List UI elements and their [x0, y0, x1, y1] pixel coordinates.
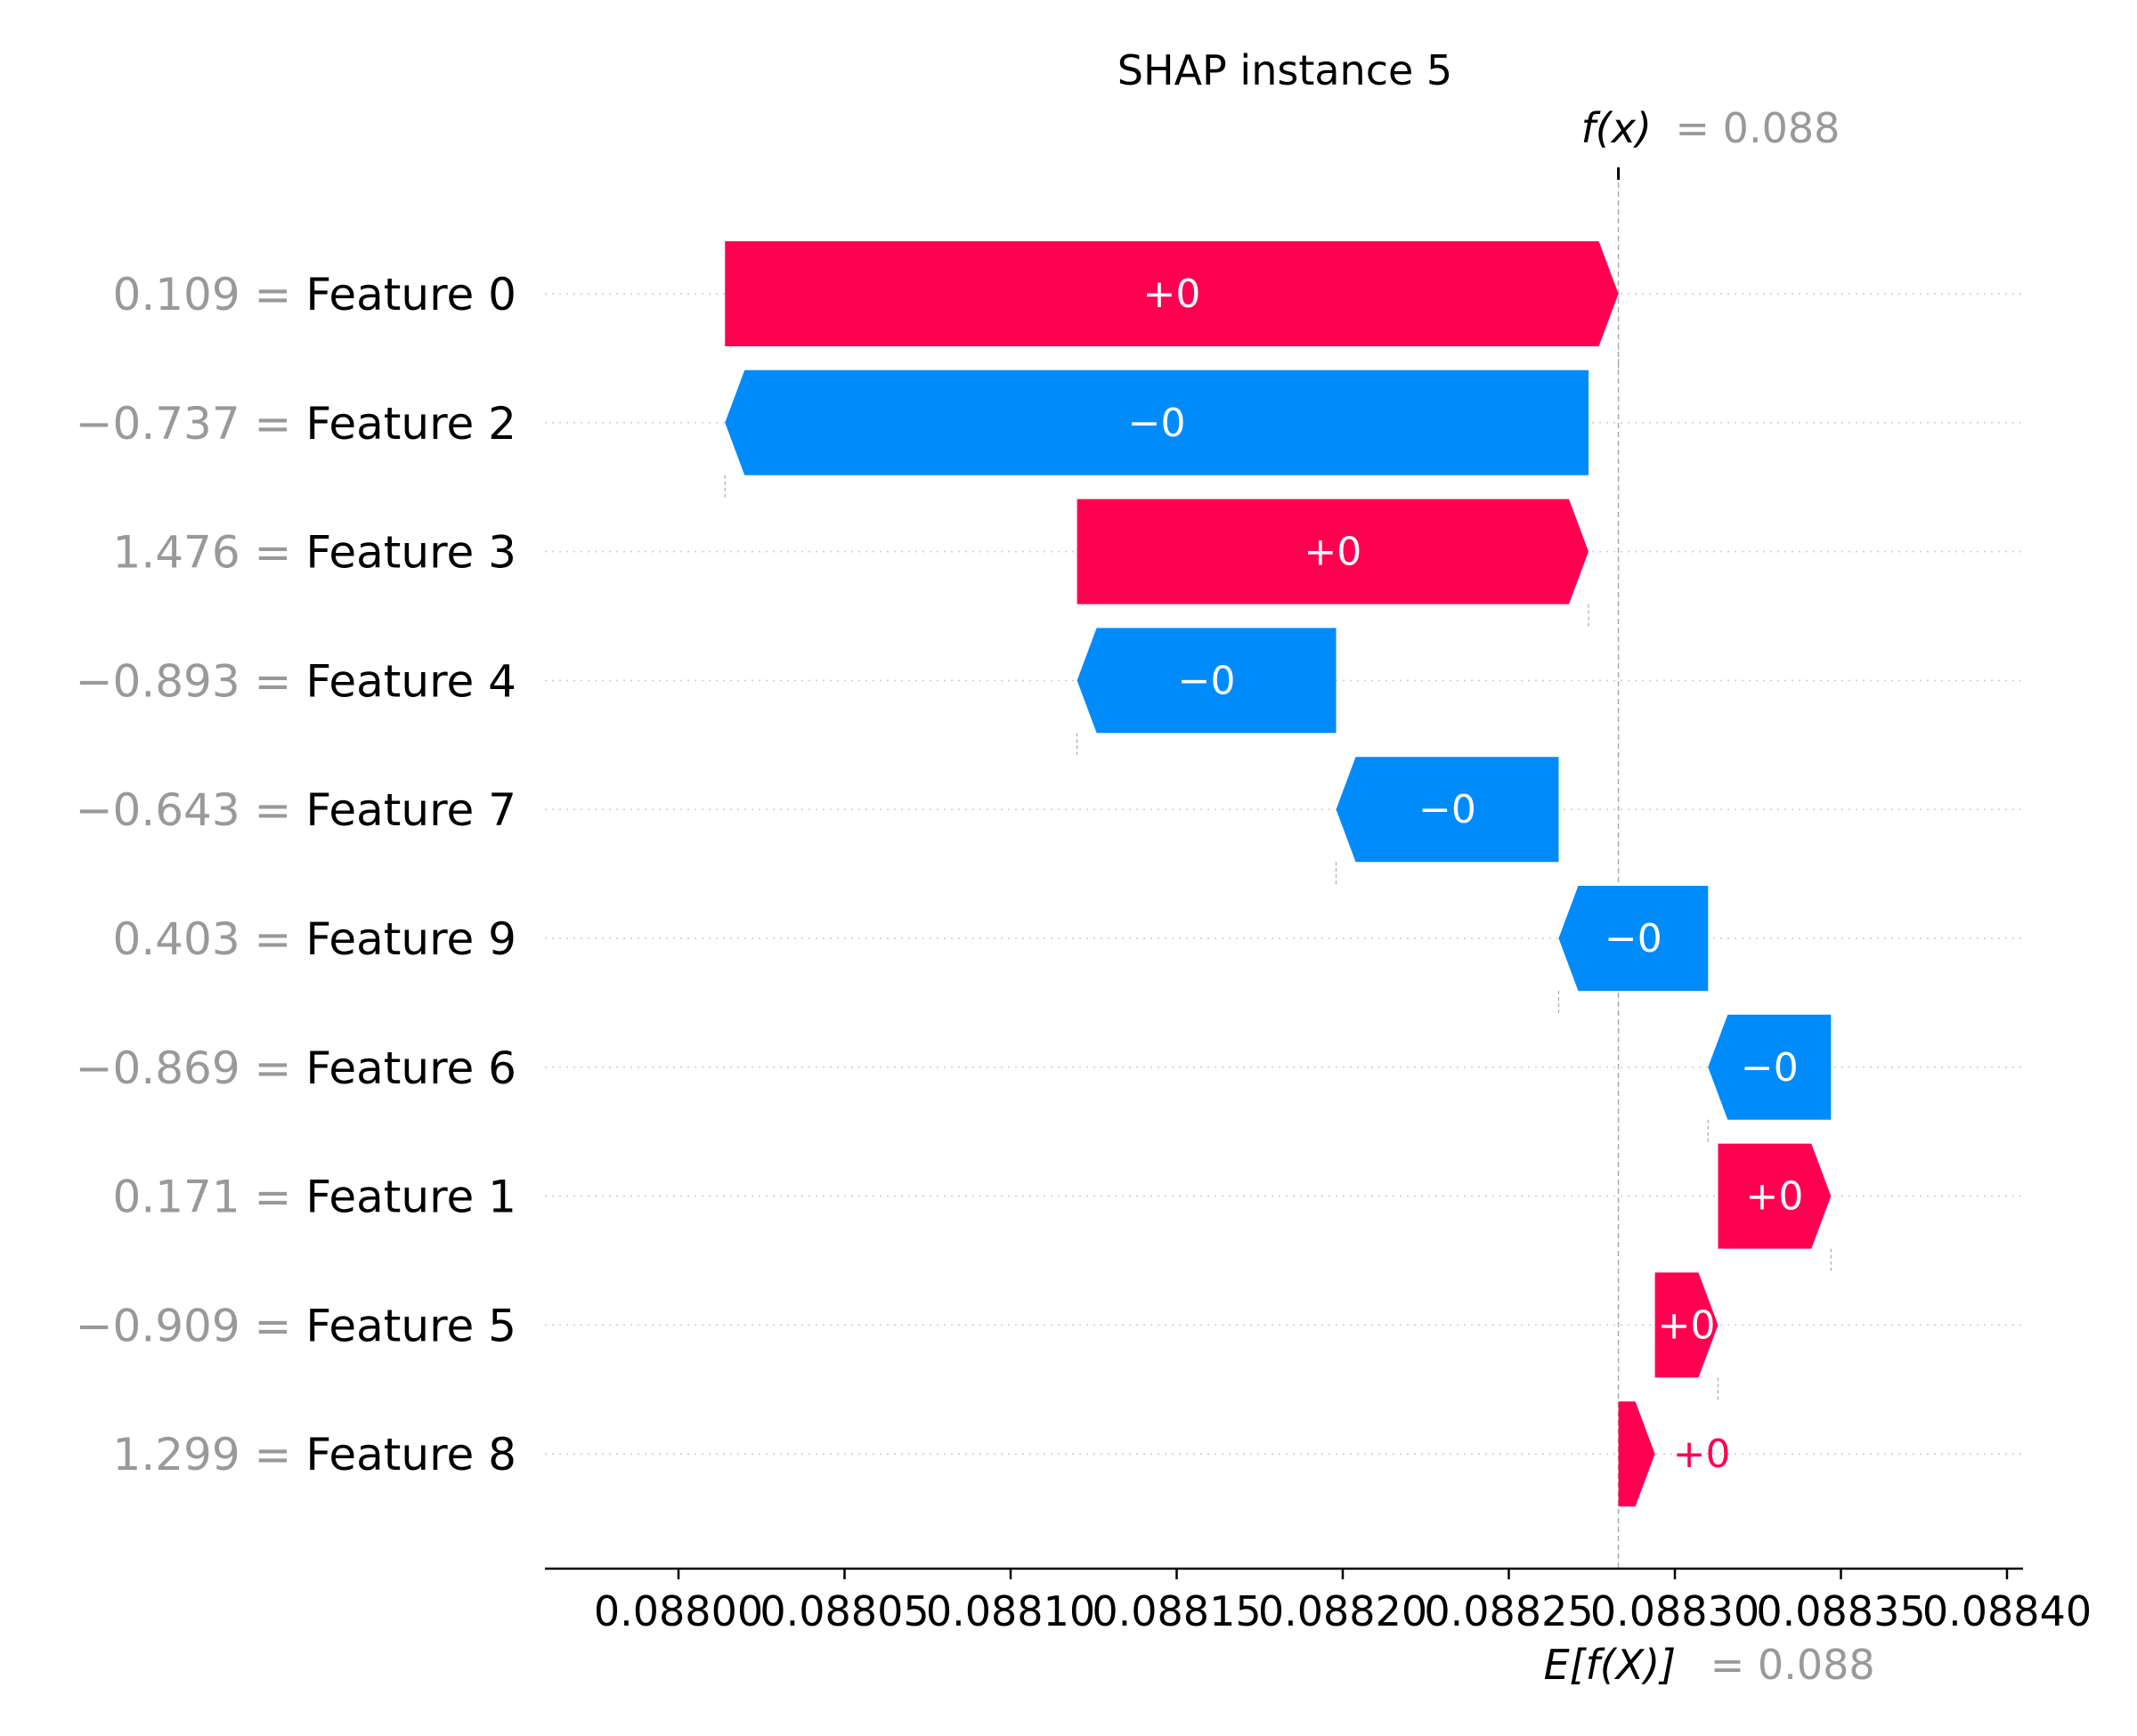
feature-label: −0.643 = Feature 7 — [76, 784, 516, 836]
feature-label: −0.909 = Feature 5 — [76, 1300, 516, 1351]
x-tick-label: 0.08825 — [1424, 1587, 1593, 1635]
feature-label: 1.299 = Feature 8 — [113, 1429, 516, 1480]
feature-label: 1.476 = Feature 3 — [113, 527, 516, 579]
bar-feature-5 — [1654, 1272, 1719, 1378]
connector-lines — [724, 346, 1832, 1402]
bar-feature-4 — [1077, 628, 1337, 734]
feature-name: Feature 8 — [305, 1429, 516, 1480]
feature-name: Feature 6 — [305, 1042, 516, 1094]
bar-feature-3 — [1077, 499, 1589, 604]
x-tick-label: 0.08840 — [1922, 1587, 2092, 1635]
feature-label: −0.737 = Feature 2 — [76, 398, 516, 450]
feature-value: −0.893 = — [76, 655, 306, 707]
x-tick-label: 0.08815 — [1092, 1587, 1261, 1635]
feature-value: 0.403 = — [113, 913, 306, 965]
feature-value: 0.109 = — [113, 269, 306, 320]
bar-value-label: +0 — [1142, 272, 1200, 317]
x-axis: 0.088000.088050.088100.088150.088200.088… — [545, 1567, 2092, 1635]
feature-name: Feature 3 — [305, 527, 516, 579]
bar-value-label: −0 — [1741, 1045, 1799, 1091]
feature-name: Feature 4 — [305, 655, 516, 707]
feature-name: Feature 1 — [305, 1172, 516, 1223]
feature-value: −0.737 = — [76, 398, 306, 450]
feature-value: −0.909 = — [76, 1300, 306, 1351]
feature-label: 0.403 = Feature 9 — [113, 913, 516, 965]
x-tick-label: 0.08835 — [1756, 1587, 1925, 1635]
x-tick-label: 0.08800 — [594, 1587, 763, 1635]
bar-feature-6 — [1708, 1014, 1832, 1120]
bar-value-label: −0 — [1418, 787, 1476, 832]
bar-feature-2 — [725, 369, 1589, 475]
feature-label: 0.171 = Feature 1 — [113, 1172, 516, 1223]
feature-label: −0.869 = Feature 6 — [76, 1042, 516, 1094]
base-value-label: E[f(X)] = 0.088 — [1544, 1641, 1875, 1689]
bar-value-label: +0 — [1673, 1432, 1731, 1477]
feature-value: −0.643 = — [76, 784, 306, 836]
feature-value: −0.869 = — [76, 1042, 306, 1094]
bar-value-label: −0 — [1178, 658, 1236, 703]
feature-label: 0.109 = Feature 0 — [113, 269, 516, 320]
fx-value: = 0.088 — [1676, 104, 1840, 152]
feature-name: Feature 2 — [305, 398, 516, 450]
bar-value-label: −0 — [1605, 916, 1662, 961]
feature-name: Feature 0 — [305, 269, 516, 320]
bar-feature-7 — [1336, 757, 1559, 863]
efx-value: = 0.088 — [1710, 1641, 1875, 1689]
x-tick-label: 0.08820 — [1258, 1587, 1427, 1635]
feature-name: Feature 5 — [305, 1300, 516, 1351]
bar-value-label: +0 — [1304, 530, 1361, 575]
feature-value: 0.171 = — [113, 1172, 306, 1223]
bar-value-label: −0 — [1128, 401, 1186, 446]
x-tick-label: 0.08805 — [760, 1587, 929, 1635]
bar-value-label: +0 — [1658, 1302, 1716, 1348]
efx-label: E[f(X)] — [1544, 1641, 1677, 1689]
bar-feature-1 — [1718, 1143, 1832, 1249]
feature-label: −0.893 = Feature 4 — [76, 655, 516, 707]
feature-labels: 0.109 = Feature 0 −0.737 = Feature 2 1.476… — [76, 269, 516, 1480]
x-tick-label: 0.08830 — [1590, 1587, 1759, 1635]
feature-value: 1.299 = — [113, 1429, 306, 1480]
fx-label: f(x) — [1581, 104, 1652, 152]
bar-value-label: +0 — [1745, 1174, 1803, 1220]
output-value-label: f(x) = 0.088 — [1581, 104, 1840, 152]
x-tick-label: 0.08810 — [926, 1587, 1095, 1635]
feature-value: 1.476 = — [113, 527, 306, 579]
chart-title: SHAP instance 5 — [1117, 46, 1452, 94]
feature-name: Feature 9 — [305, 913, 516, 965]
feature-name: Feature 7 — [305, 784, 516, 836]
bar-feature-8 — [1618, 1401, 1655, 1507]
bar-feature-0 — [725, 241, 1619, 346]
bar-feature-9 — [1558, 886, 1709, 991]
bars: +0 −0 +0 −0 −0 −0 −0 +0 +0 +0 — [725, 241, 1832, 1507]
